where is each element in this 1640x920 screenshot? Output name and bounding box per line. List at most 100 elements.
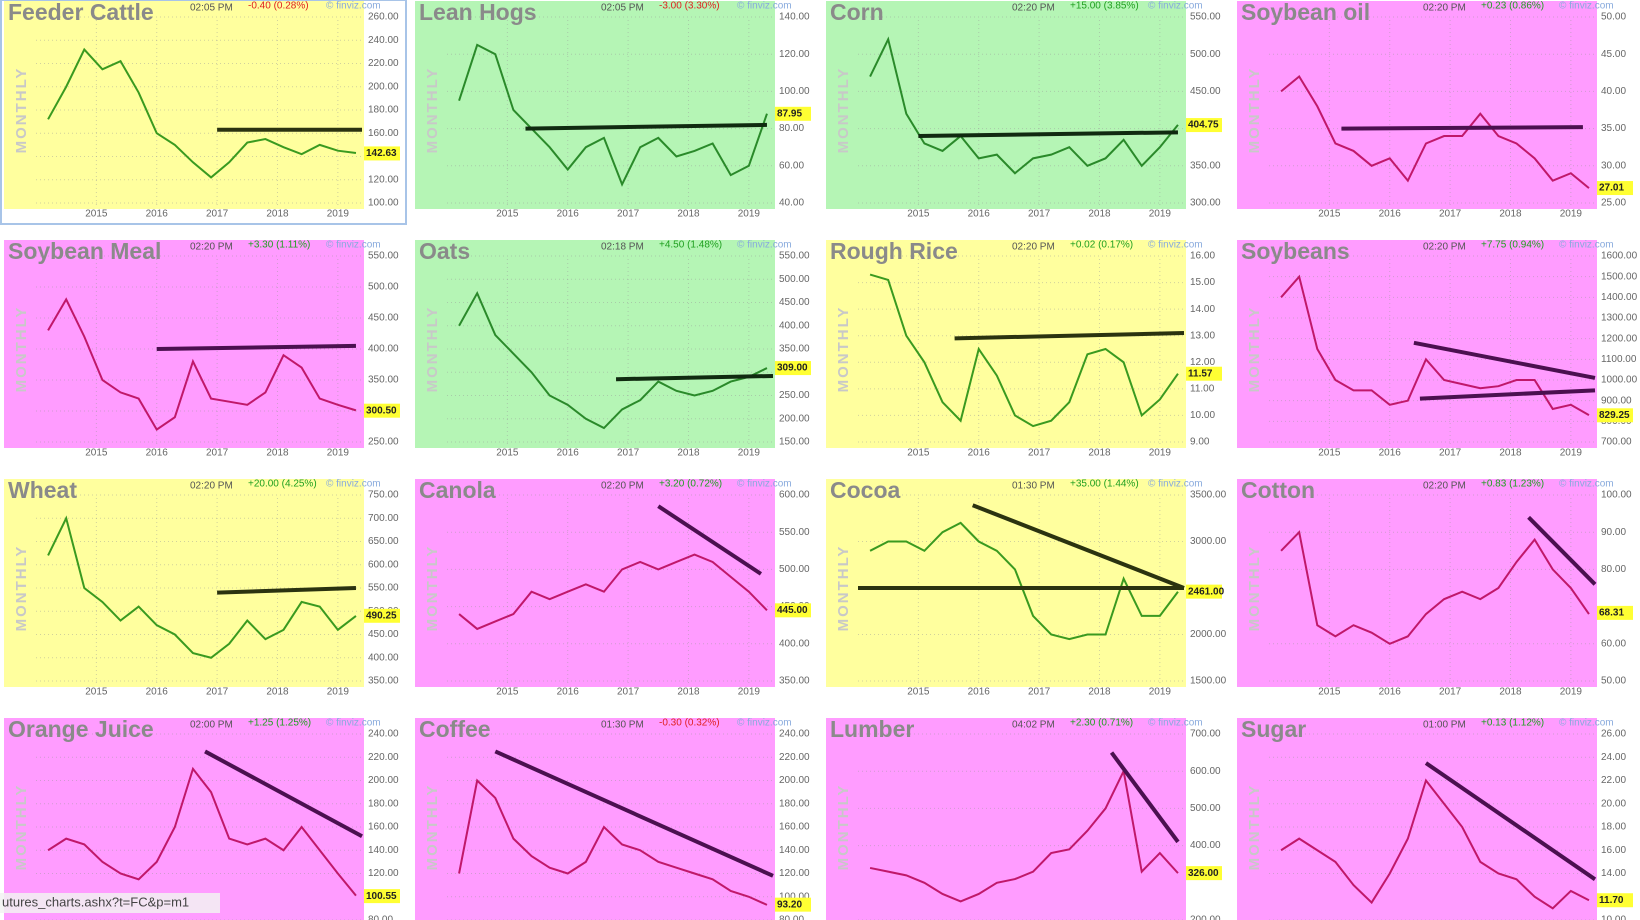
chart-title: Cocoa	[830, 477, 901, 503]
y-tick-label: 350.00	[779, 344, 810, 355]
y-tick-label: 100.00	[1601, 490, 1632, 501]
y-tick-label: 550.00	[1190, 12, 1221, 23]
chart-panel: 260.00240.00220.00200.00180.00160.00140.…	[0, 0, 407, 225]
y-tick-label: 500.00	[779, 274, 810, 285]
last-price-box	[364, 889, 400, 904]
y-tick-label: 100.00	[368, 198, 399, 209]
y-tick-label: 80.00	[779, 915, 804, 920]
last-price-label: 309.00	[777, 363, 808, 374]
y-tick-label: 450.00	[1190, 86, 1221, 97]
y-axis-label: MONTHLY	[835, 545, 852, 632]
y-tick-label: 25.00	[1601, 198, 1626, 209]
chart-panel: 550.00500.00450.00400.00350.00300.00250.…	[415, 238, 811, 459]
panel-background	[1237, 1, 1597, 209]
quote-time: 01:00 PM	[1423, 720, 1466, 731]
trend-line	[657, 504, 763, 576]
x-tick-label: 2015	[496, 448, 519, 459]
x-tick-label: 2017	[617, 448, 640, 459]
source: © finviz.com	[1559, 718, 1614, 729]
y-tick-label: 260.00	[368, 12, 399, 23]
y-tick-label: 200.00	[368, 81, 399, 92]
x-tick-label: 2019	[327, 687, 350, 698]
last-price-label: 27.01	[1599, 183, 1624, 194]
status-url: utures_charts.ashx?t=FC&p=m1	[2, 894, 189, 909]
x-tick-label: 2017	[1028, 448, 1051, 459]
x-tick-label: 2015	[496, 209, 519, 220]
price-change: +35.00 (1.44%)	[1070, 479, 1139, 490]
y-tick-label: 16.00	[1190, 251, 1215, 262]
price-line	[47, 47, 357, 179]
chart-title: Sugar	[1241, 716, 1306, 742]
source: © finviz.com	[1148, 479, 1203, 490]
y-tick-label: 220.00	[779, 752, 810, 763]
panel-background	[415, 718, 775, 920]
x-tick-label: 2016	[1379, 687, 1402, 698]
y-tick-label: 350.00	[368, 375, 399, 386]
y-tick-label: 22.00	[1601, 775, 1626, 786]
x-tick-label: 2017	[1439, 209, 1462, 220]
quote-time: 02:05 PM	[190, 3, 233, 14]
y-axis-label: MONTHLY	[13, 784, 30, 871]
price-change: +3.20 (0.72%)	[659, 479, 722, 490]
x-tick-label: 2018	[1088, 209, 1111, 220]
trend-line	[525, 122, 767, 131]
price-change: +0.23 (0.86%)	[1481, 1, 1544, 12]
y-tick-label: 11.00	[1190, 383, 1215, 394]
price-line	[869, 768, 1179, 903]
y-axis-label: MONTHLY	[1246, 67, 1263, 154]
x-tick-label: 2018	[677, 687, 700, 698]
price-change: +4.50 (1.48%)	[659, 240, 722, 251]
x-tick-label: 2015	[907, 209, 930, 220]
panel-background	[415, 479, 775, 687]
trend-line	[204, 749, 363, 839]
source: © finviz.com	[737, 240, 792, 251]
y-tick-label: 45.00	[1601, 49, 1626, 60]
y-tick-label: 1300.00	[1601, 313, 1638, 324]
trend-line	[1109, 751, 1180, 844]
x-tick-label: 2018	[1088, 448, 1111, 459]
price-line	[1280, 274, 1590, 417]
y-axis-label: MONTHLY	[13, 306, 30, 393]
x-tick-label: 2016	[1379, 209, 1402, 220]
y-tick-label: 24.00	[1601, 752, 1626, 763]
x-tick-label: 2015	[1318, 687, 1341, 698]
y-tick-label: 500.00	[779, 564, 810, 575]
panel-background	[826, 718, 1186, 920]
source: © finviz.com	[1148, 718, 1203, 729]
y-tick-label: 10.00	[1601, 915, 1626, 920]
panel-background	[415, 1, 775, 209]
trend-line	[971, 503, 1185, 590]
last-price-label: 87.95	[777, 108, 802, 119]
y-tick-label: 14.00	[1190, 304, 1215, 315]
panel-background	[415, 240, 775, 448]
price-change: -0.30 (0.32%)	[659, 718, 720, 729]
y-tick-label: 160.00	[368, 128, 399, 139]
x-tick-label: 2019	[327, 448, 350, 459]
trend-line	[156, 343, 356, 351]
y-tick-label: 15.00	[1190, 277, 1215, 288]
y-tick-label: 140.00	[779, 845, 810, 856]
chart-title: Orange Juice	[8, 716, 154, 742]
x-tick-label: 2019	[1149, 448, 1172, 459]
y-tick-label: 500.00	[1190, 49, 1221, 60]
y-tick-label: 400.00	[779, 638, 810, 649]
y-tick-label: 750.00	[368, 490, 399, 501]
y-tick-label: 1400.00	[1601, 292, 1638, 303]
price-change: +15.00 (3.85%)	[1070, 1, 1139, 12]
x-tick-label: 2018	[266, 448, 289, 459]
y-tick-label: 1000.00	[1601, 375, 1638, 386]
chart-panel: 100.00 90.00 80.00 60.00 50.00 2015 2016 2017 20…	[1237, 477, 1633, 698]
y-tick-label: 100.00	[779, 86, 810, 97]
last-price-box	[364, 608, 400, 623]
y-tick-label: 350.00	[779, 676, 810, 687]
y-tick-label: 200.00	[779, 775, 810, 786]
y-tick-label: 650.00	[368, 536, 399, 547]
last-price-box	[1186, 866, 1222, 881]
y-tick-label: 180.00	[368, 105, 399, 116]
last-price-box	[364, 146, 400, 161]
trend-line	[918, 130, 1178, 139]
y-tick-label: 20.00	[1601, 798, 1626, 809]
x-tick-label: 2016	[146, 448, 169, 459]
x-tick-label: 2018	[1499, 687, 1522, 698]
y-tick-label: 250.00	[368, 437, 399, 448]
